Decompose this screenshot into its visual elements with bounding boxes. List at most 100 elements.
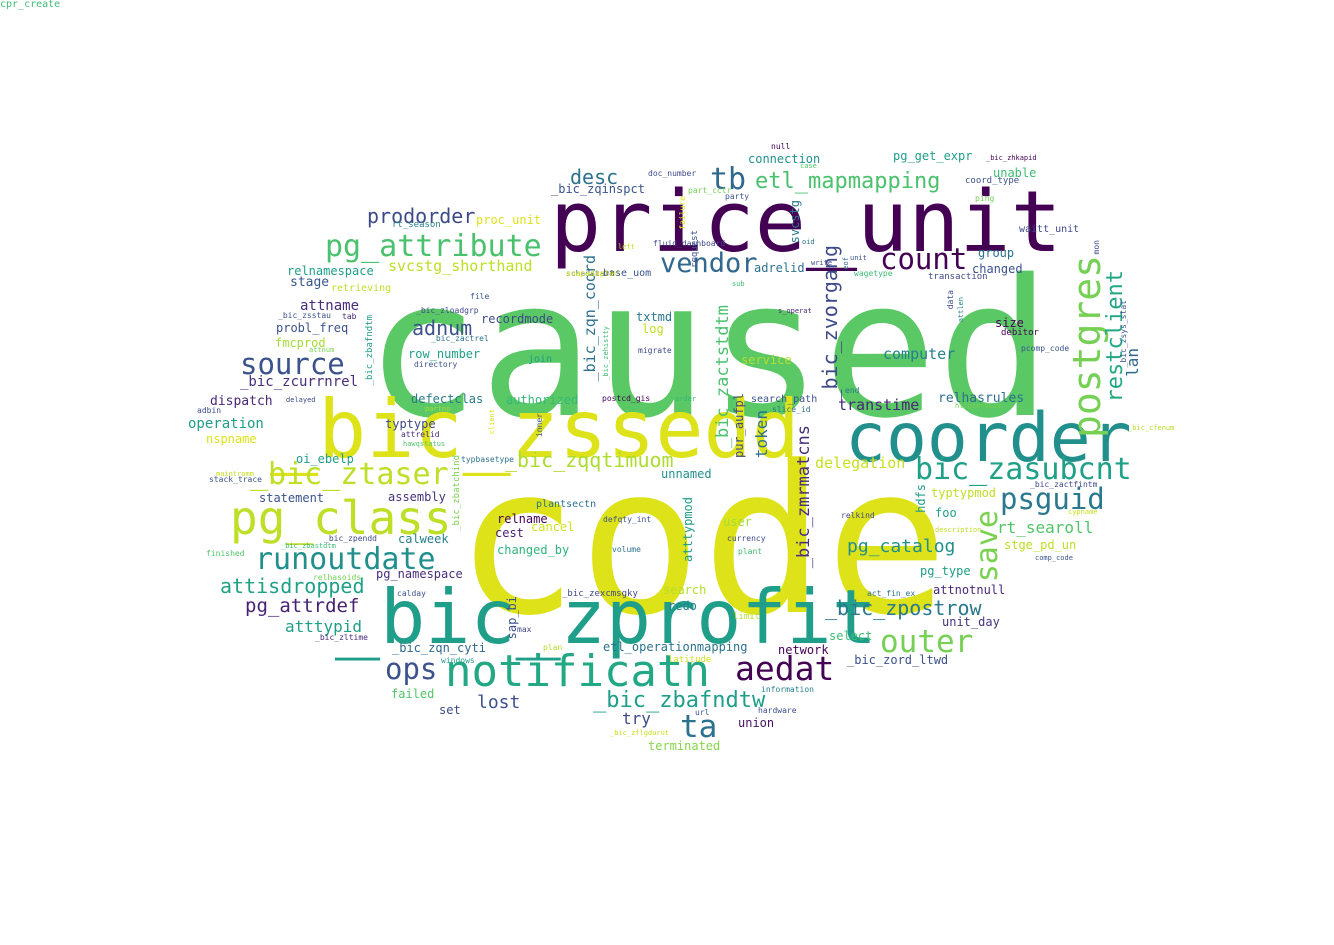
cloud-word: hawqstatus <box>403 440 446 448</box>
cloud-word: coorder <box>845 399 1132 478</box>
cloud-word: redo <box>668 599 697 613</box>
cloud-word: s_operat <box>778 307 812 315</box>
cloud-word: authorized <box>506 393 579 407</box>
cloud-word: attrelid <box>401 430 440 439</box>
cloud-word: svcstg_shorthand <box>388 257 533 275</box>
cloud-word: psguid <box>1000 482 1105 516</box>
cloud-word: operation <box>188 416 264 432</box>
cloud-word: log <box>642 322 664 336</box>
cloud-word: terminated <box>648 739 721 753</box>
cloud-word: pg_catalog <box>847 536 956 557</box>
cloud-word: waitt_unit <box>1019 224 1080 235</box>
cloud-word: inner <box>535 413 544 438</box>
cloud-word: cest <box>495 526 524 540</box>
cloud-word: computer <box>883 345 956 363</box>
cloud-word: defectclas <box>411 392 484 406</box>
cloud-word: union <box>738 716 775 730</box>
cloud-word: _bic_zqinspct <box>551 182 645 196</box>
cloud-word: _bic_zvorgang <box>818 245 842 402</box>
cloud-word: _bic_zqqtimuom <box>505 448 674 472</box>
cloud-word: probl_freq <box>276 321 349 335</box>
cloud-word: typtypmod <box>931 486 997 500</box>
cloud-word: ta <box>680 709 718 745</box>
cloud-word: plantsectn <box>536 499 597 510</box>
cloud-word: plan <box>543 643 563 652</box>
cloud-word: connection <box>748 152 821 166</box>
cloud-word: group <box>978 246 1015 260</box>
cloud-word: _bic_zmrmatcns <box>794 425 814 569</box>
cloud-word: source <box>240 347 345 381</box>
cloud-word: write <box>811 259 833 267</box>
cloud-word: proc_unit <box>476 213 542 227</box>
cloud-word: unit_day <box>942 615 1000 629</box>
cloud-word: comp_code <box>1035 554 1073 562</box>
cloud-word: wagetype <box>854 269 893 278</box>
cloud-word: etl_operationmapping <box>603 640 748 654</box>
cloud-word: defqty_int <box>603 515 652 524</box>
cloud-word: _bic_zpendd <box>324 534 377 543</box>
cloud-word: oi_ebelp <box>296 452 354 466</box>
cloud-word: join <box>528 354 553 365</box>
cloud-word: limit <box>733 612 761 622</box>
cloud-word: description <box>935 526 982 534</box>
cloud-word: rt_searoll <box>997 518 1094 537</box>
cloud-word: fluid_dashboard <box>653 239 726 248</box>
cloud-word: etl_mapmapping <box>755 169 941 194</box>
cloud-word: httpservice <box>955 402 1002 410</box>
cloud-word: price_unit <box>550 173 1062 272</box>
cloud-word: lost <box>477 692 521 713</box>
cloud-word: left <box>618 243 635 251</box>
cloud-word: end <box>845 386 860 395</box>
cloud-word: _bic_zltime <box>315 633 368 642</box>
cloud-word: aedat <box>735 649 835 688</box>
cloud-word: atttypid <box>285 617 363 636</box>
cloud-word: transtime <box>838 396 920 414</box>
cloud-word: attlen <box>957 297 965 323</box>
cloud-word: _bic_zsstau <box>278 311 331 320</box>
cloud-word: calday <box>397 589 426 598</box>
cloud-word: relnamespace <box>287 264 374 278</box>
cloud-word: schedstart <box>566 269 615 278</box>
cloud-word: party <box>725 192 750 201</box>
cloud-word: act_fin_ex <box>867 589 916 598</box>
cloud-word: select <box>829 629 873 643</box>
cloud-word: mon <box>1092 240 1101 255</box>
cloud-word: count <box>880 242 968 276</box>
cloud-word: _bic_zactrel <box>431 334 489 343</box>
cloud-word: _bic_zcurrnrel <box>240 374 359 390</box>
cloud-word: _bic_zpostrow <box>825 596 982 620</box>
cloud-word: finished <box>206 549 245 558</box>
cloud-word: _bic_zqn_cyti <box>392 641 486 655</box>
cloud-word: assembly <box>388 490 446 504</box>
cloud-word: request <box>690 230 700 268</box>
cloud-word: desc <box>570 165 619 189</box>
cloud-word: fmcprod <box>275 336 326 350</box>
cloud-word: pg_class <box>230 491 452 545</box>
cloud-word: relkind <box>841 511 875 520</box>
cloud-word: size <box>995 316 1024 330</box>
cloud-word: oid <box>802 238 815 246</box>
cloud-word: attisdropped <box>220 574 365 598</box>
cloud-word: max <box>517 625 532 634</box>
cloud-word: pg_namespace <box>376 567 463 581</box>
cloud-word: pg_attrdef <box>245 595 360 617</box>
cloud-word: currency <box>727 534 766 543</box>
cloud-word: calweek <box>398 532 449 546</box>
cloud-word: recordmode <box>481 312 554 326</box>
cloud-word: _bic_zbastdtm <box>281 542 336 550</box>
cloud-word: part_cctr <box>688 186 732 195</box>
cloud-word: maintromm <box>216 470 254 478</box>
cloud-word: volume <box>612 545 641 554</box>
cloud-word: _bic_zhkapid <box>986 154 1037 162</box>
cloud-word: service <box>741 353 792 367</box>
cloud-word: failure <box>678 196 687 230</box>
cloud-word: attnum <box>309 346 335 354</box>
cloud-word: pg_get_expr <box>893 149 973 163</box>
cloud-word: notificatn <box>445 646 710 697</box>
cloud-word: set <box>439 703 461 717</box>
cloud-word: _bic_cfenum <box>1128 424 1175 432</box>
cloud-word: outer <box>880 624 974 660</box>
cloud-word: runoutdate <box>255 542 436 577</box>
cloud-word: _bic_zsys_stat <box>1119 300 1128 368</box>
